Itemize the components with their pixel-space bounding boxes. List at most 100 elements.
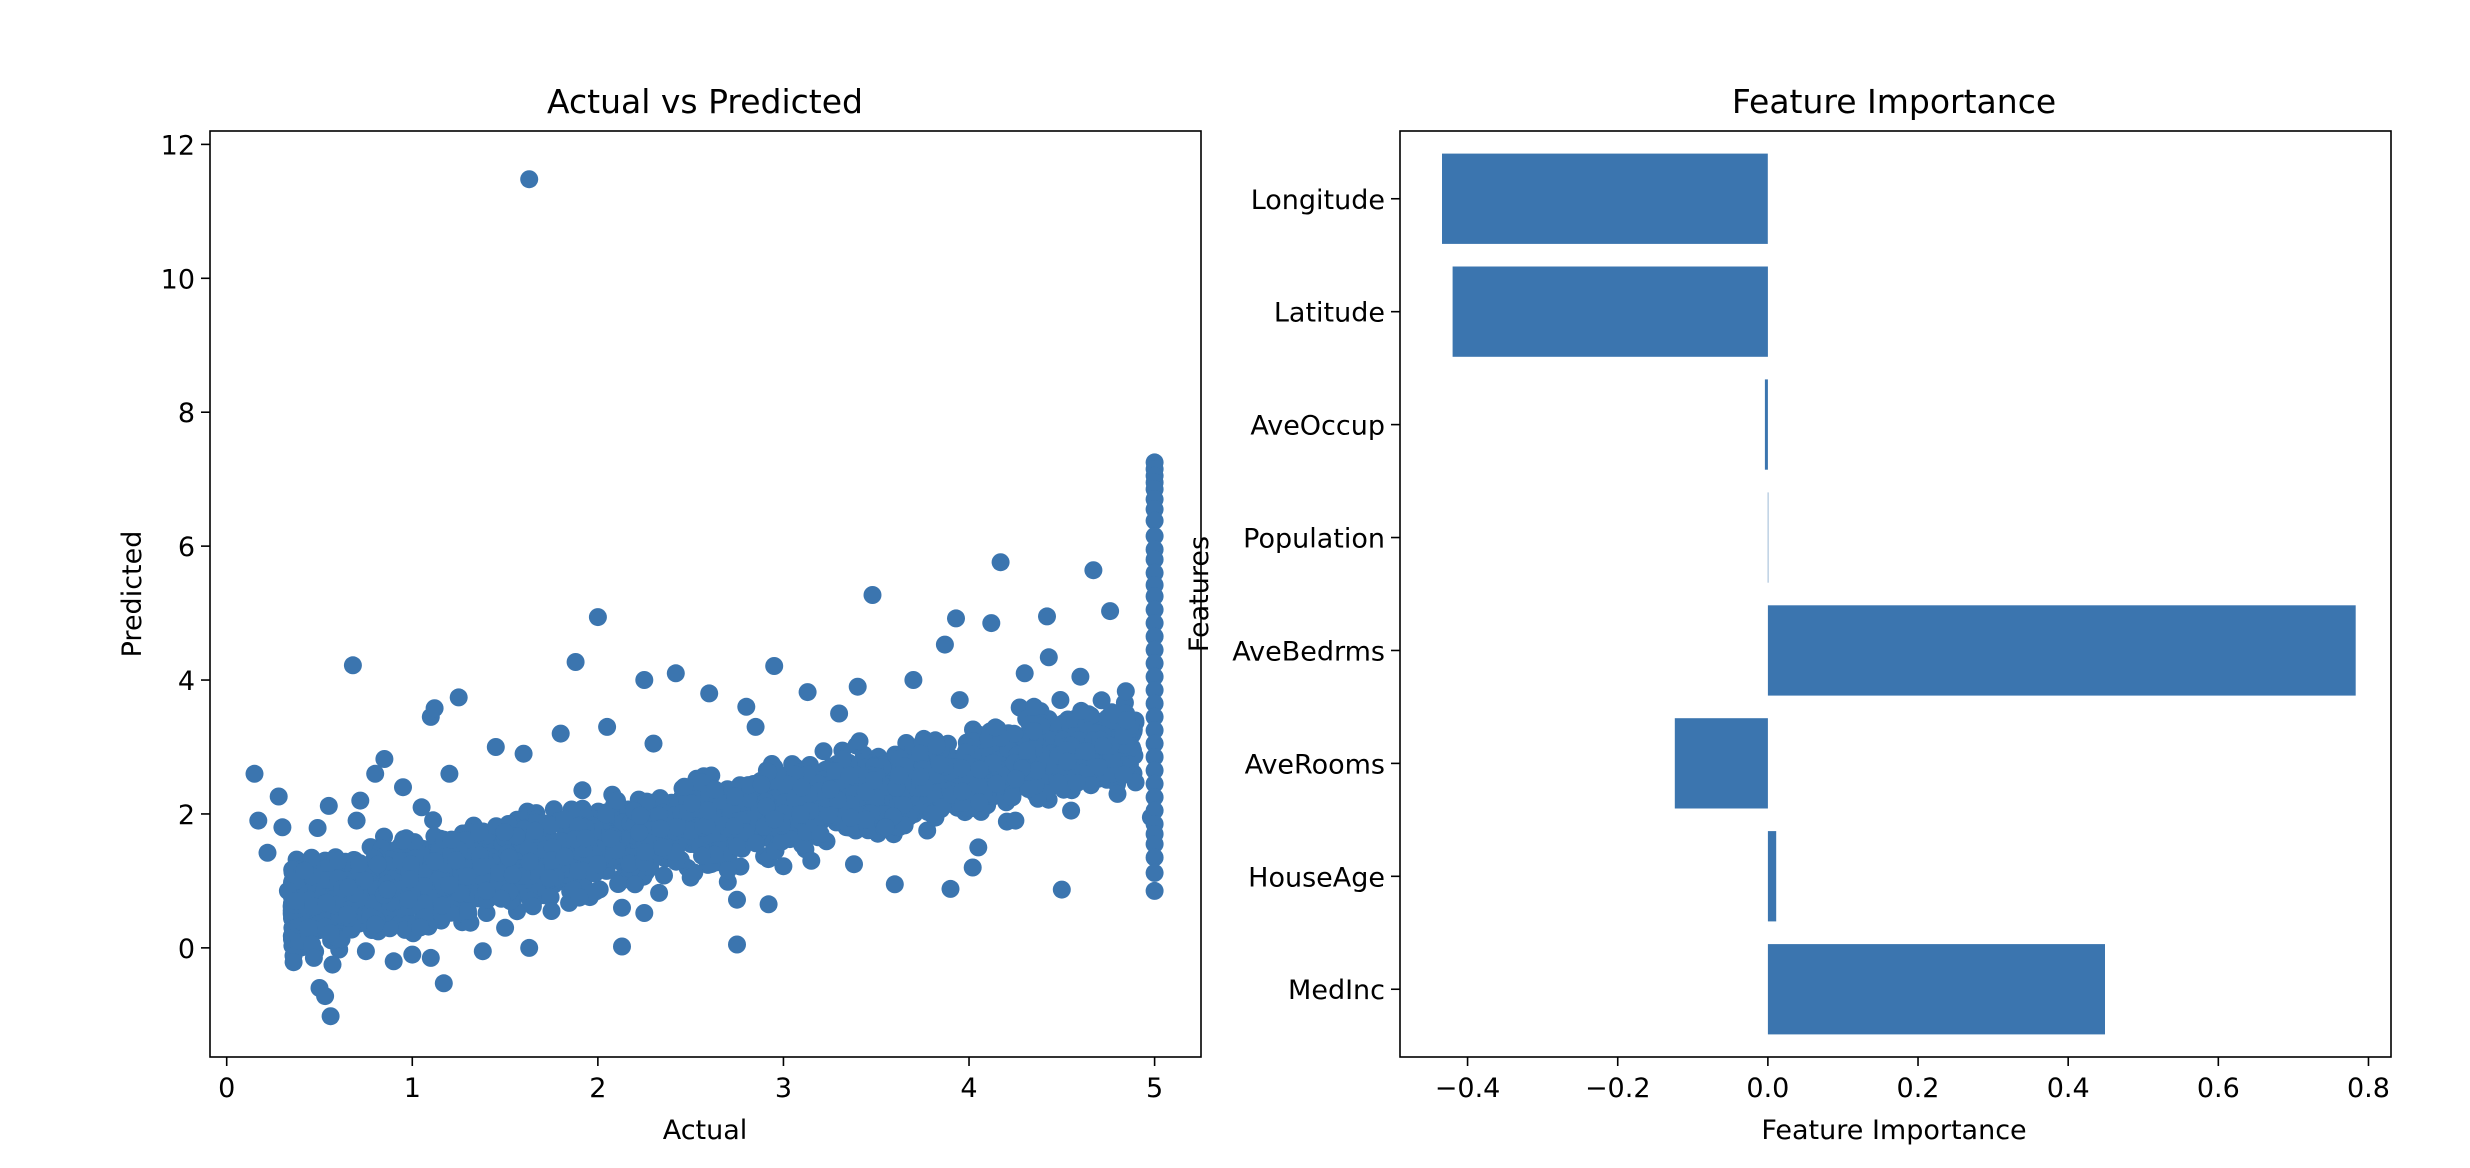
scatter-point xyxy=(1089,758,1108,777)
scatter-point xyxy=(1145,600,1164,619)
scatter-point xyxy=(470,823,489,842)
scatter-point xyxy=(991,553,1010,572)
y-tick-label: HouseAge xyxy=(1248,862,1385,893)
scatter-point xyxy=(1145,627,1164,646)
scatter-point xyxy=(986,718,1005,737)
scatter-point xyxy=(1116,682,1135,701)
scatter-point xyxy=(384,952,403,971)
scatter-point xyxy=(1145,550,1164,569)
y-tick-label: AveOccup xyxy=(1250,411,1385,442)
scatter-point xyxy=(1145,707,1164,726)
y-tick-label: MedInc xyxy=(1288,975,1385,1006)
scatter-plot-frame xyxy=(209,130,1202,1058)
scatter-point xyxy=(555,847,574,866)
scatter-point xyxy=(772,832,791,851)
x-tick-label: 2 xyxy=(589,1073,606,1104)
scatter-point xyxy=(329,851,348,870)
scatter-point xyxy=(414,894,433,913)
scatter-point xyxy=(442,830,461,849)
bar-medinc xyxy=(1767,944,2105,1035)
scatter-point xyxy=(935,635,954,654)
scatter-point xyxy=(351,791,370,810)
scatter-point xyxy=(1019,780,1038,798)
feature-importance-chart: Feature Importance −0.4 −0.2 0.0 0.2 0.4 0.6 0… xyxy=(1184,82,2392,1146)
scatter-point xyxy=(403,945,422,964)
scatter-point xyxy=(675,777,694,796)
scatter-point xyxy=(541,888,560,907)
scatter-point xyxy=(857,810,876,829)
scatter-point xyxy=(850,732,869,751)
scatter-point xyxy=(963,858,982,877)
scatter-point xyxy=(774,857,793,876)
scatter-point xyxy=(635,904,654,922)
scatter-point xyxy=(520,170,539,189)
scatter-point xyxy=(350,854,368,873)
scatter-point xyxy=(792,778,811,797)
scatter-point xyxy=(1081,776,1100,795)
scatter-point xyxy=(1145,848,1164,867)
scatter-point xyxy=(1145,654,1164,673)
scatter-point xyxy=(316,987,335,1006)
scatter-point xyxy=(459,902,477,920)
x-tick-label: 3 xyxy=(775,1073,792,1104)
scatter-point xyxy=(904,671,923,689)
scatter-point xyxy=(338,905,357,924)
scatter-point xyxy=(551,724,570,743)
scatter-point xyxy=(1024,722,1043,741)
scatter-point xyxy=(739,789,758,808)
scatter-point xyxy=(601,829,620,848)
bar-x-axis: −0.4 −0.2 0.0 0.2 0.4 0.6 0.8 xyxy=(1435,1057,2390,1104)
x-tick-label: −0.4 xyxy=(1435,1073,1501,1104)
scatter-point xyxy=(608,791,626,810)
scatter-point xyxy=(323,955,342,974)
scatter-point xyxy=(1006,811,1025,830)
scatter-point xyxy=(355,871,374,890)
scatter-point xyxy=(299,918,318,937)
scatter-point xyxy=(911,767,930,786)
scatter-point xyxy=(1145,640,1164,659)
scatter-point xyxy=(791,805,810,824)
scatter-point xyxy=(681,868,700,887)
scatter-point xyxy=(1114,765,1133,784)
scatter-point xyxy=(1145,511,1164,530)
scatter-point xyxy=(927,736,946,755)
scatter-point xyxy=(1049,773,1068,792)
scatter-point xyxy=(447,851,466,870)
bar-plot-frame xyxy=(1399,130,2392,1058)
scatter-point xyxy=(411,918,430,937)
scatter-point xyxy=(520,938,539,957)
scatter-point xyxy=(321,924,340,943)
scatter-point xyxy=(1145,761,1164,780)
scatter-point xyxy=(1145,788,1164,807)
scatter-point xyxy=(566,653,585,671)
bar-title: Feature Importance xyxy=(1732,82,2056,121)
scatter-point xyxy=(1077,742,1096,761)
scatter-point xyxy=(1145,694,1164,713)
scatter-point xyxy=(425,852,444,871)
scatter-point xyxy=(728,935,746,954)
scatter-point xyxy=(449,688,468,707)
scatter-point xyxy=(765,810,784,829)
y-tick-label: Latitude xyxy=(1274,298,1385,329)
x-tick-label: −0.2 xyxy=(1585,1073,1651,1104)
bar-latitude xyxy=(1452,266,1768,357)
scatter-point xyxy=(542,902,561,920)
scatter-point xyxy=(269,787,288,806)
scatter-point xyxy=(700,684,719,703)
scatter-point xyxy=(636,843,655,861)
scatter-point xyxy=(697,816,716,835)
scatter-point xyxy=(941,879,960,898)
scatter-point xyxy=(728,890,746,909)
x-tick-label: 4 xyxy=(960,1073,977,1104)
scatter-point xyxy=(425,699,444,718)
scatter-point xyxy=(541,816,560,835)
scatter-point xyxy=(573,781,592,800)
scatter-point xyxy=(421,948,440,967)
x-tick-label: 0.8 xyxy=(2347,1073,2390,1104)
scatter-point xyxy=(304,948,323,967)
bar-x-axis-label: Feature Importance xyxy=(1761,1115,2026,1146)
scatter-point xyxy=(477,881,496,900)
scatter-point xyxy=(667,818,686,837)
scatter-point xyxy=(635,671,654,689)
scatter-y-axis-label: Predicted xyxy=(117,531,148,658)
